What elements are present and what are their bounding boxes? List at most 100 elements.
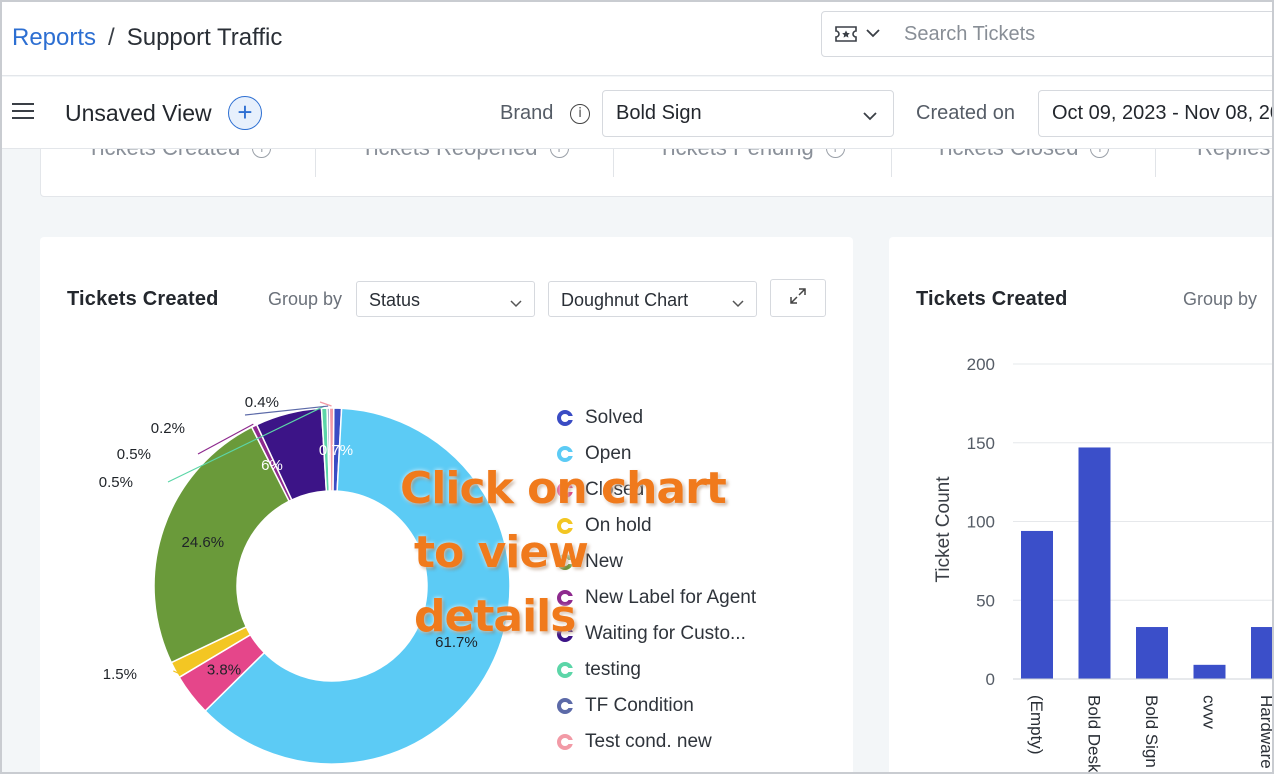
overlay-line: to view details: [414, 527, 589, 642]
legend-label: TF Condition: [585, 695, 694, 716]
breadcrumb: Reports / Support Traffic: [12, 24, 282, 52]
created-on-label: Created on: [916, 102, 1015, 124]
slice-label: 0.5%: [117, 446, 151, 463]
view-title: Unsaved View: [65, 100, 212, 126]
y-tick-label: 0: [986, 670, 995, 689]
search-input[interactable]: [904, 22, 1244, 46]
slice-label: 1.5%: [103, 666, 137, 683]
tickets-created-bar-card: Tickets Created Group by 0 50 100 150 200 Tic…: [889, 237, 1274, 774]
legend-label: New Label for Agent: [585, 587, 757, 608]
legend-marker-icon: [557, 446, 573, 462]
metric-divider: [891, 141, 892, 177]
expand-chart-button[interactable]: [770, 279, 826, 317]
chevron-down-icon: [510, 295, 522, 313]
chevron-down-icon[interactable]: [866, 25, 880, 43]
slice-label: 0.2%: [151, 420, 185, 437]
legend-item[interactable]: testing: [557, 659, 641, 681]
add-view-button[interactable]: +: [228, 96, 262, 130]
y-axis-label: Ticket Count: [933, 476, 954, 583]
legend-item[interactable]: New: [557, 551, 623, 573]
bar[interactable]: [1251, 627, 1274, 679]
ticket-icon[interactable]: [834, 24, 858, 44]
breadcrumb-reports-link[interactable]: Reports: [12, 24, 97, 51]
y-tick-label: 100: [967, 513, 995, 532]
tickets-created-doughnut-card: Tickets Created Group by Status Doughnut…: [40, 237, 853, 774]
card-title: Tickets Created: [67, 288, 219, 310]
legend-marker-icon: [557, 554, 573, 570]
click-hint-overlay: Click on chart to view details: [400, 457, 760, 649]
slice-leader-line: [167, 405, 325, 483]
slice-label: 0.5%: [99, 474, 133, 491]
x-tick-label: cvvv: [1200, 695, 1219, 730]
slice-label: 6%: [261, 457, 283, 474]
legend-marker-icon: [557, 410, 573, 426]
legend-marker-icon: [557, 626, 573, 642]
slice-label: 0.7%: [319, 442, 353, 459]
bar[interactable]: [1193, 664, 1226, 679]
group-by-label: Group by: [1183, 289, 1258, 309]
x-tick-label: Bold Desk: [1085, 695, 1104, 773]
legend-item[interactable]: Solved: [557, 407, 643, 429]
chart-type-value: Doughnut Chart: [561, 290, 689, 310]
legend-label: testing: [585, 659, 641, 680]
legend-item[interactable]: TF Condition: [557, 695, 694, 717]
brand-select[interactable]: Bold Sign: [602, 90, 894, 137]
x-tick-label: Hardware: [1257, 695, 1274, 769]
group-by-label: Group by: [268, 289, 343, 309]
chart-type-select[interactable]: Doughnut Chart: [548, 281, 757, 317]
bar-chart[interactable]: 0 50 100 150 200 Ticket Count (Empty) Bold Desk…: [889, 237, 1274, 774]
legend-marker-icon: [557, 590, 573, 606]
date-range-value: Oct 09, 2023 - Nov 08, 2023: [1052, 102, 1274, 124]
bar[interactable]: [1021, 530, 1053, 679]
legend-label: Solved: [585, 407, 644, 428]
slice-label: 0.4%: [245, 394, 279, 411]
breadcrumb-separator: /: [108, 24, 115, 51]
doughnut-chart[interactable]: 0.7%61.7%3.8%1.5%24.6%0.5%6%0.5%0.2%0.4%: [40, 237, 853, 774]
slice-label: 24.6%: [182, 534, 225, 551]
doughnut-slice[interactable]: [153, 426, 291, 664]
search-box: [821, 11, 1274, 57]
legend-item[interactable]: Test cond. new: [557, 731, 712, 753]
x-tick-label: (Empty): [1027, 695, 1046, 755]
group-by-select[interactable]: Status: [356, 281, 535, 317]
legend-label: Waiting for Custo...: [585, 623, 746, 644]
top-header: Reports / Support Traffic: [0, 0, 1274, 76]
slice-label: 61.7%: [435, 634, 478, 651]
chevron-down-icon: [863, 108, 877, 126]
card-title: Tickets Created: [916, 288, 1068, 310]
view-toolbar: Unsaved View + Brand i Bold Sign Created…: [0, 77, 1274, 149]
legend-item[interactable]: On hold: [557, 515, 652, 537]
legend-marker-icon: [557, 662, 573, 678]
legend-marker-icon: [557, 518, 573, 534]
y-tick-label: 150: [967, 434, 995, 453]
doughnut-slice[interactable]: [204, 407, 511, 765]
legend-item[interactable]: Closed: [557, 479, 644, 501]
group-by-value: Status: [369, 290, 421, 310]
doughnut-slice[interactable]: [328, 407, 335, 492]
legend-item[interactable]: Open: [557, 443, 631, 465]
brand-label: Brand: [500, 102, 554, 124]
y-tick-label: 200: [967, 355, 995, 374]
y-tick-label: 50: [976, 591, 995, 610]
bar[interactable]: [1136, 627, 1168, 679]
legend-label: On hold: [585, 515, 652, 536]
legend-marker-icon: [557, 734, 573, 750]
expand-icon: [789, 287, 807, 310]
date-range-picker[interactable]: Oct 09, 2023 - Nov 08, 2023: [1038, 90, 1274, 137]
info-icon[interactable]: i: [570, 104, 590, 124]
hamburger-menu-icon[interactable]: [12, 103, 34, 121]
legend-item[interactable]: Waiting for Custo...: [557, 623, 746, 645]
legend-label: New: [585, 551, 624, 572]
breadcrumb-current: Support Traffic: [126, 24, 283, 51]
legend-label: Open: [585, 443, 632, 464]
slice-leader-line: [319, 401, 332, 407]
slice-label: 3.8%: [207, 662, 241, 679]
metric-divider: [315, 141, 316, 177]
overlay-line: Click on chart: [400, 463, 727, 514]
legend-item[interactable]: New Label for Agent: [557, 587, 756, 609]
metric-divider: [1155, 141, 1156, 177]
bar[interactable]: [1078, 447, 1111, 679]
chevron-down-icon: [732, 295, 744, 313]
legend-marker-icon: [557, 698, 573, 714]
brand-select-value: Bold Sign: [616, 102, 702, 124]
